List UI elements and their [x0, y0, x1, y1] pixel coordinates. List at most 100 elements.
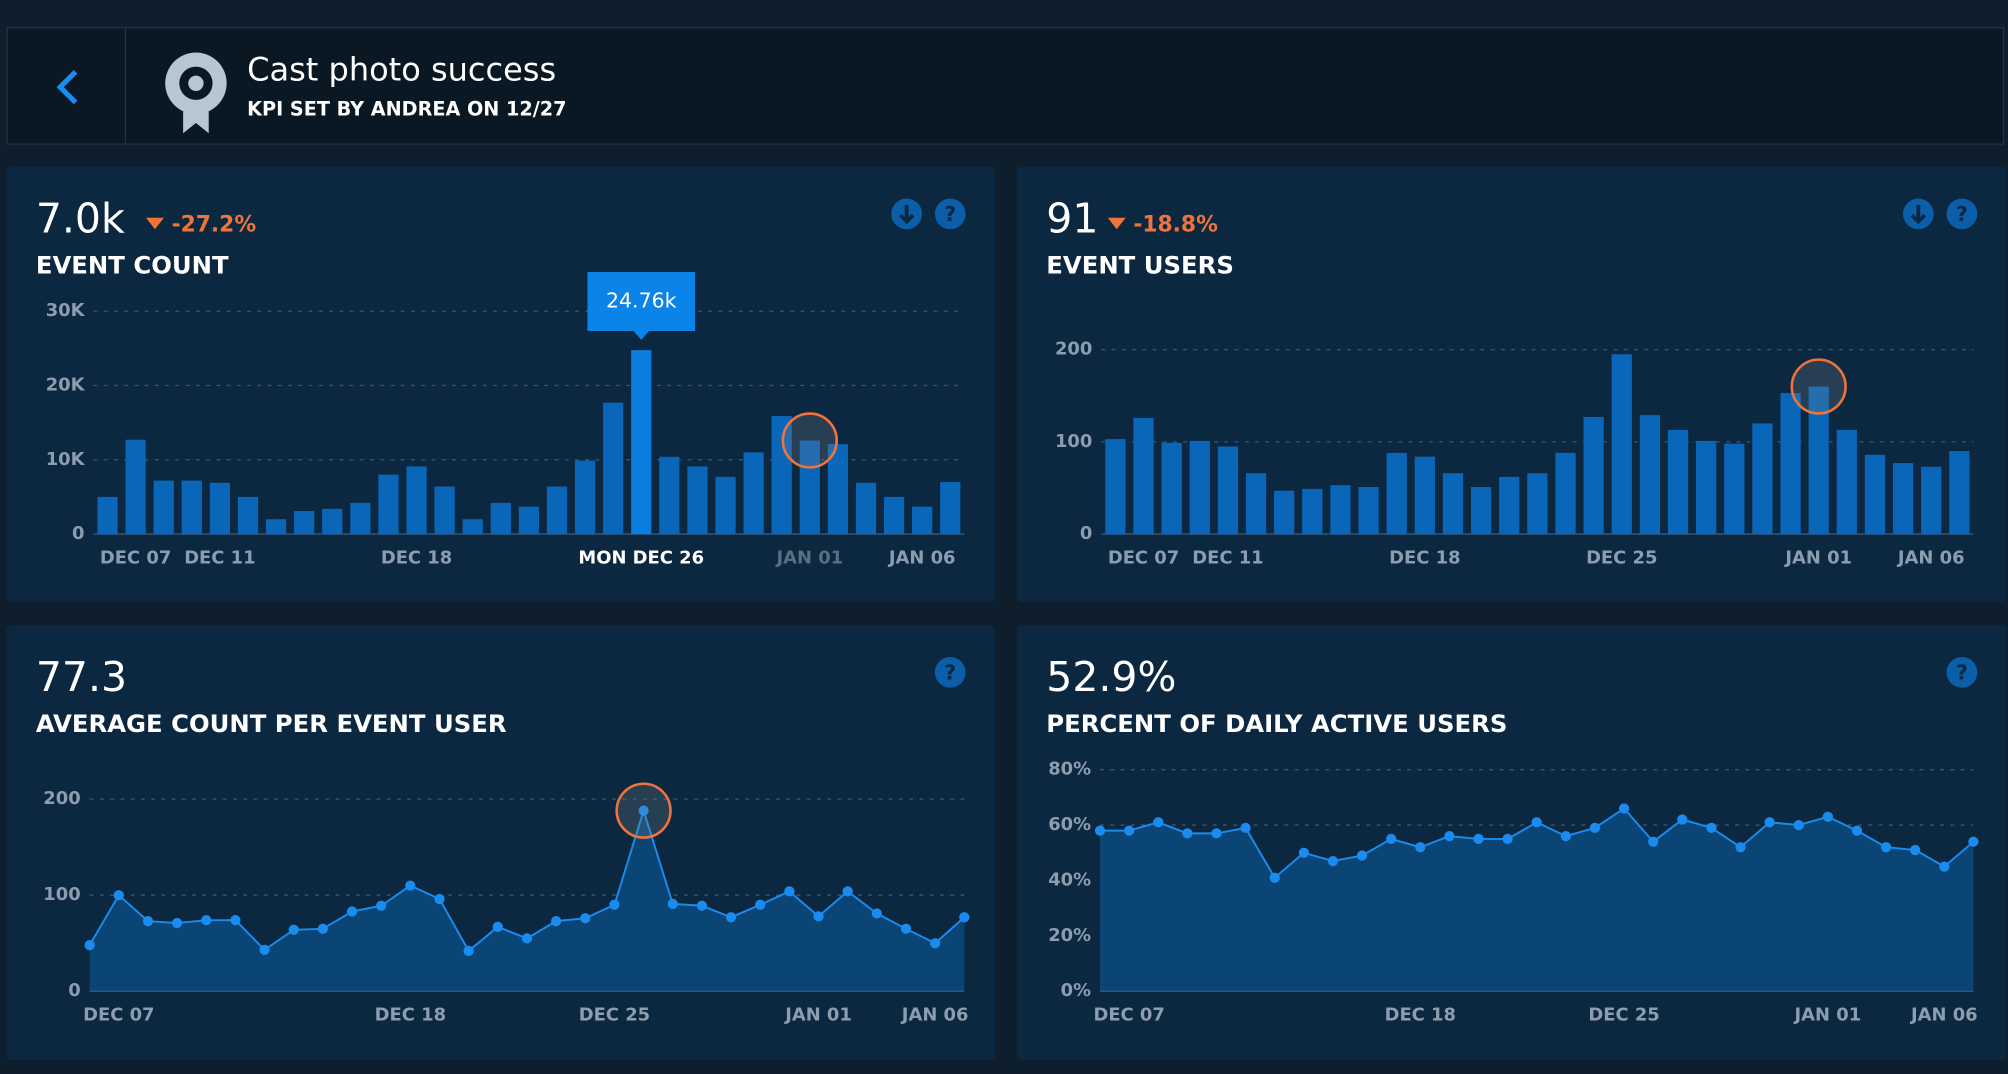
bar[interactable]: [1499, 476, 1520, 535]
point[interactable]: [1589, 822, 1601, 833]
bar[interactable]: [1583, 416, 1604, 535]
point[interactable]: [1822, 811, 1833, 822]
bar[interactable]: [322, 508, 343, 535]
point[interactable]: [871, 908, 882, 919]
point[interactable]: [317, 923, 329, 934]
point[interactable]: [696, 900, 708, 911]
point[interactable]: [1444, 831, 1455, 842]
point[interactable]: [580, 913, 591, 924]
bar[interactable]: [406, 466, 427, 535]
point[interactable]: [171, 917, 183, 929]
point[interactable]: [201, 915, 212, 926]
point[interactable]: [638, 805, 649, 816]
bar[interactable]: [687, 466, 708, 535]
point[interactable]: [1153, 817, 1164, 828]
bar[interactable]: [1302, 488, 1323, 535]
bar[interactable]: [1414, 456, 1435, 535]
bar[interactable]: [855, 482, 877, 535]
help-button[interactable]: [934, 198, 966, 230]
bar[interactable]: [574, 460, 596, 535]
bar[interactable]: [1611, 354, 1632, 535]
point[interactable]: [1327, 855, 1339, 867]
help-button[interactable]: [934, 656, 966, 688]
bar[interactable]: [1752, 423, 1773, 535]
point[interactable]: [900, 923, 912, 934]
bar[interactable]: [1780, 392, 1801, 535]
point[interactable]: [1880, 842, 1892, 853]
bar[interactable]: [1527, 473, 1548, 535]
bar[interactable]: [1442, 473, 1464, 535]
point[interactable]: [1764, 817, 1775, 828]
point[interactable]: [1298, 847, 1309, 858]
bar[interactable]: [462, 519, 483, 535]
point[interactable]: [1677, 814, 1688, 825]
point[interactable]: [1735, 842, 1746, 853]
bar[interactable]: [1189, 440, 1210, 535]
bar[interactable]: [771, 415, 792, 535]
bar[interactable]: [1330, 485, 1351, 535]
point[interactable]: [492, 921, 503, 933]
bar[interactable]: [265, 519, 287, 535]
bar[interactable]: [378, 474, 399, 535]
point[interactable]: [609, 899, 620, 910]
help-button[interactable]: [1946, 198, 1978, 230]
bar[interactable]: [1245, 473, 1267, 535]
bar[interactable]: [237, 496, 259, 535]
bar[interactable]: [1133, 417, 1154, 535]
point[interactable]: [1618, 803, 1630, 814]
point[interactable]: [1939, 861, 1950, 872]
bar[interactable]: [518, 506, 540, 535]
bar[interactable]: [294, 511, 315, 535]
back-button[interactable]: [56, 69, 78, 105]
bar[interactable]: [1696, 440, 1717, 535]
point[interactable]: [1560, 831, 1571, 842]
point[interactable]: [1531, 817, 1542, 828]
bar[interactable]: [153, 480, 174, 535]
point[interactable]: [84, 940, 95, 951]
point[interactable]: [725, 912, 737, 923]
bar[interactable]: [1386, 452, 1407, 535]
point[interactable]: [259, 944, 270, 956]
help-button[interactable]: [1946, 656, 1978, 688]
bar[interactable]: [659, 456, 680, 535]
bar[interactable]: [1161, 442, 1182, 535]
bar[interactable]: [1836, 429, 1857, 535]
bar[interactable]: [940, 482, 961, 535]
point[interactable]: [521, 933, 533, 944]
point[interactable]: [667, 898, 678, 909]
point[interactable]: [463, 945, 474, 957]
point[interactable]: [142, 915, 154, 927]
point[interactable]: [1415, 842, 1426, 853]
point[interactable]: [842, 886, 853, 897]
bar[interactable]: [912, 506, 933, 535]
bar[interactable]: [1274, 490, 1295, 535]
bar[interactable]: [1864, 454, 1886, 535]
bar[interactable]: [631, 350, 652, 535]
bar[interactable]: [799, 440, 820, 535]
bar[interactable]: [434, 486, 455, 535]
point[interactable]: [230, 915, 241, 926]
point[interactable]: [376, 900, 387, 911]
bar[interactable]: [350, 502, 371, 535]
point[interactable]: [930, 938, 941, 949]
point[interactable]: [1793, 819, 1804, 831]
bar[interactable]: [1921, 466, 1942, 535]
bar[interactable]: [1639, 415, 1661, 535]
point[interactable]: [346, 906, 358, 917]
bar[interactable]: [1470, 487, 1492, 535]
bar[interactable]: [1667, 429, 1689, 535]
point[interactable]: [1648, 836, 1659, 847]
point[interactable]: [813, 911, 824, 922]
bar[interactable]: [1892, 463, 1914, 535]
point[interactable]: [1910, 844, 1921, 856]
point[interactable]: [1182, 828, 1193, 839]
point[interactable]: [551, 915, 562, 927]
point[interactable]: [1094, 825, 1106, 836]
point[interactable]: [1240, 822, 1251, 833]
bar[interactable]: [827, 444, 849, 535]
bar[interactable]: [1217, 446, 1239, 535]
bar[interactable]: [181, 480, 202, 535]
point[interactable]: [113, 890, 124, 901]
point[interactable]: [1851, 825, 1863, 836]
point[interactable]: [1211, 828, 1222, 839]
